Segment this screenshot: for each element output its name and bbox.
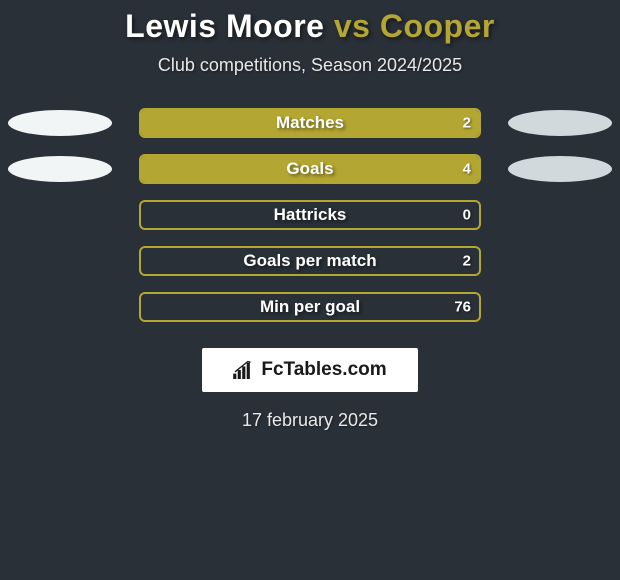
- stat-bar: Goals per match 2: [139, 246, 481, 276]
- team-marker-right: [508, 110, 612, 136]
- stat-label: Hattricks: [274, 205, 347, 225]
- stat-value-right: 76: [454, 299, 471, 316]
- team-marker-left: [8, 156, 112, 182]
- snapshot-date: 17 february 2025: [0, 410, 620, 431]
- source-logo-link[interactable]: FcTables.com: [202, 348, 418, 392]
- team-marker-right: [508, 156, 612, 182]
- team-marker-left: [8, 110, 112, 136]
- page-title: Lewis Moore vs Cooper: [0, 8, 620, 45]
- stat-bar: Goals 4: [139, 154, 481, 184]
- stats-rows: Matches 2 Goals 4 Hattricks 0 Goals per match 2…: [0, 100, 620, 330]
- stat-label: Goals per match: [243, 251, 376, 271]
- subtitle: Club competitions, Season 2024/2025: [0, 55, 620, 76]
- stat-bar: Min per goal 76: [139, 292, 481, 322]
- stat-bar: Hattricks 0: [139, 200, 481, 230]
- stat-row: Matches 2: [0, 100, 620, 146]
- title-player2: Cooper: [380, 8, 495, 44]
- stat-value-right: 0: [463, 207, 471, 224]
- stat-value-right: 2: [463, 253, 471, 270]
- chart-icon: [233, 361, 255, 379]
- stat-row: Goals 4: [0, 146, 620, 192]
- title-player1: Lewis Moore: [125, 8, 324, 44]
- stat-label: Matches: [276, 113, 344, 133]
- stat-bar: Matches 2: [139, 108, 481, 138]
- stat-value-right: 2: [463, 115, 471, 132]
- stat-value-right: 4: [463, 161, 471, 178]
- comparison-card: Lewis Moore vs Cooper Club competitions,…: [0, 0, 620, 431]
- title-vs: vs: [334, 8, 371, 44]
- stat-row: Hattricks 0: [0, 192, 620, 238]
- stat-row: Min per goal 76: [0, 284, 620, 330]
- stat-label: Goals: [286, 159, 333, 179]
- source-logo-text: FcTables.com: [261, 359, 386, 381]
- stat-label: Min per goal: [260, 297, 360, 317]
- stat-row: Goals per match 2: [0, 238, 620, 284]
